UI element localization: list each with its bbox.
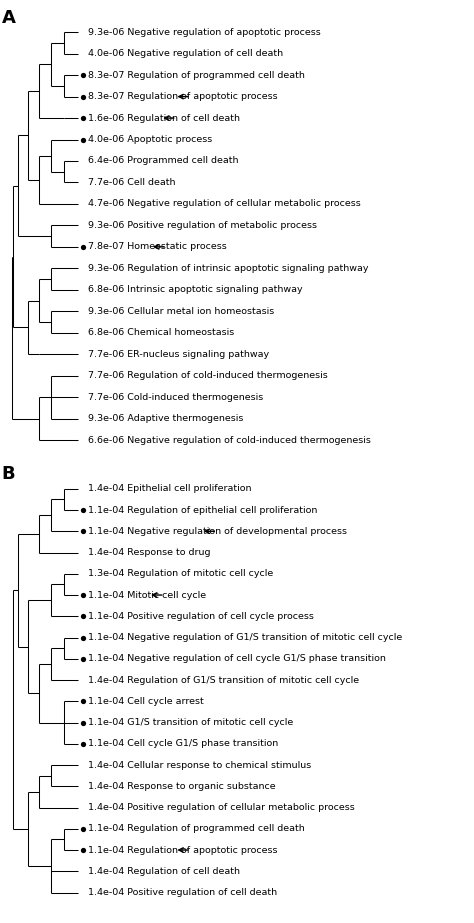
Text: 6.4e-06 Programmed cell death: 6.4e-06 Programmed cell death [88,157,238,165]
Text: 7.7e-06 Cell death: 7.7e-06 Cell death [88,178,175,187]
Text: 4.7e-06 Negative regulation of cellular metabolic process: 4.7e-06 Negative regulation of cellular … [88,199,361,209]
Text: 8.3e-07 Regulation of programmed cell death: 8.3e-07 Regulation of programmed cell de… [88,71,305,79]
Text: 1.1e-04 Negative regulation of G1/S transition of mitotic cell cycle: 1.1e-04 Negative regulation of G1/S tran… [88,633,402,642]
Text: 6.8e-06 Intrinsic apoptotic signaling pathway: 6.8e-06 Intrinsic apoptotic signaling pa… [88,285,302,294]
Text: 9.3e-06 Negative regulation of apoptotic process: 9.3e-06 Negative regulation of apoptotic… [88,28,321,37]
Text: 1.1e-04 Positive regulation of cell cycle process: 1.1e-04 Positive regulation of cell cycl… [88,612,314,621]
Text: A: A [1,8,15,27]
Text: B: B [1,465,15,484]
Text: 1.1e-04 Negative regulation of developmental process: 1.1e-04 Negative regulation of developme… [88,527,347,535]
Text: 8.3e-07 Regulation of apoptotic process: 8.3e-07 Regulation of apoptotic process [88,92,278,102]
Text: 7.7e-06 ER-nucleus signaling pathway: 7.7e-06 ER-nucleus signaling pathway [88,350,269,359]
Text: 1.4e-04 Regulation of cell death: 1.4e-04 Regulation of cell death [88,867,240,876]
Text: 1.4e-04 Positive regulation of cell death: 1.4e-04 Positive regulation of cell deat… [88,888,277,897]
Text: 1.1e-04 Regulation of apoptotic process: 1.1e-04 Regulation of apoptotic process [88,845,277,855]
Text: 6.8e-06 Chemical homeostasis: 6.8e-06 Chemical homeostasis [88,329,234,337]
Text: 1.1e-04 Regulation of programmed cell death: 1.1e-04 Regulation of programmed cell de… [88,824,305,833]
Text: 1.4e-04 Response to drug: 1.4e-04 Response to drug [88,548,210,557]
Text: 7.8e-07 Homeostatic process: 7.8e-07 Homeostatic process [88,243,227,251]
Text: 1.1e-04 Cell cycle arrest: 1.1e-04 Cell cycle arrest [88,697,204,706]
Text: 1.6e-06 Regulation of cell death: 1.6e-06 Regulation of cell death [88,114,240,123]
Text: 1.1e-04 Cell cycle G1/S phase transition: 1.1e-04 Cell cycle G1/S phase transition [88,739,278,749]
Text: 7.7e-06 Cold-induced thermogenesis: 7.7e-06 Cold-induced thermogenesis [88,392,263,402]
Text: 1.3e-04 Regulation of mitotic cell cycle: 1.3e-04 Regulation of mitotic cell cycle [88,569,273,579]
Text: 9.3e-06 Adaptive thermogenesis: 9.3e-06 Adaptive thermogenesis [88,414,243,423]
Text: 1.4e-04 Response to organic substance: 1.4e-04 Response to organic substance [88,782,275,791]
Text: 1.4e-04 Cellular response to chemical stimulus: 1.4e-04 Cellular response to chemical st… [88,761,311,770]
Text: 9.3e-06 Positive regulation of metabolic process: 9.3e-06 Positive regulation of metabolic… [88,221,317,230]
Text: 1.4e-04 Epithelial cell proliferation: 1.4e-04 Epithelial cell proliferation [88,485,251,493]
Text: 4.0e-06 Negative regulation of cell death: 4.0e-06 Negative regulation of cell deat… [88,49,283,58]
Text: 1.1e-04 Regulation of epithelial cell proliferation: 1.1e-04 Regulation of epithelial cell pr… [88,506,317,514]
Text: 1.4e-04 Positive regulation of cellular metabolic process: 1.4e-04 Positive regulation of cellular … [88,803,355,812]
Text: 9.3e-06 Cellular metal ion homeostasis: 9.3e-06 Cellular metal ion homeostasis [88,306,274,316]
Text: 4.0e-06 Apoptotic process: 4.0e-06 Apoptotic process [88,135,212,144]
Text: 1.4e-04 Regulation of G1/S transition of mitotic cell cycle: 1.4e-04 Regulation of G1/S transition of… [88,676,359,685]
Text: 7.7e-06 Regulation of cold-induced thermogenesis: 7.7e-06 Regulation of cold-induced therm… [88,371,328,380]
Text: 1.1e-04 G1/S transition of mitotic cell cycle: 1.1e-04 G1/S transition of mitotic cell … [88,718,293,727]
Text: 6.6e-06 Negative regulation of cold-induced thermogenesis: 6.6e-06 Negative regulation of cold-indu… [88,436,371,445]
Text: 9.3e-06 Regulation of intrinsic apoptotic signaling pathway: 9.3e-06 Regulation of intrinsic apoptoti… [88,264,368,273]
Text: 1.1e-04 Negative regulation of cell cycle G1/S phase transition: 1.1e-04 Negative regulation of cell cycl… [88,654,386,664]
Text: 1.1e-04 Mitotic cell cycle: 1.1e-04 Mitotic cell cycle [88,591,206,600]
